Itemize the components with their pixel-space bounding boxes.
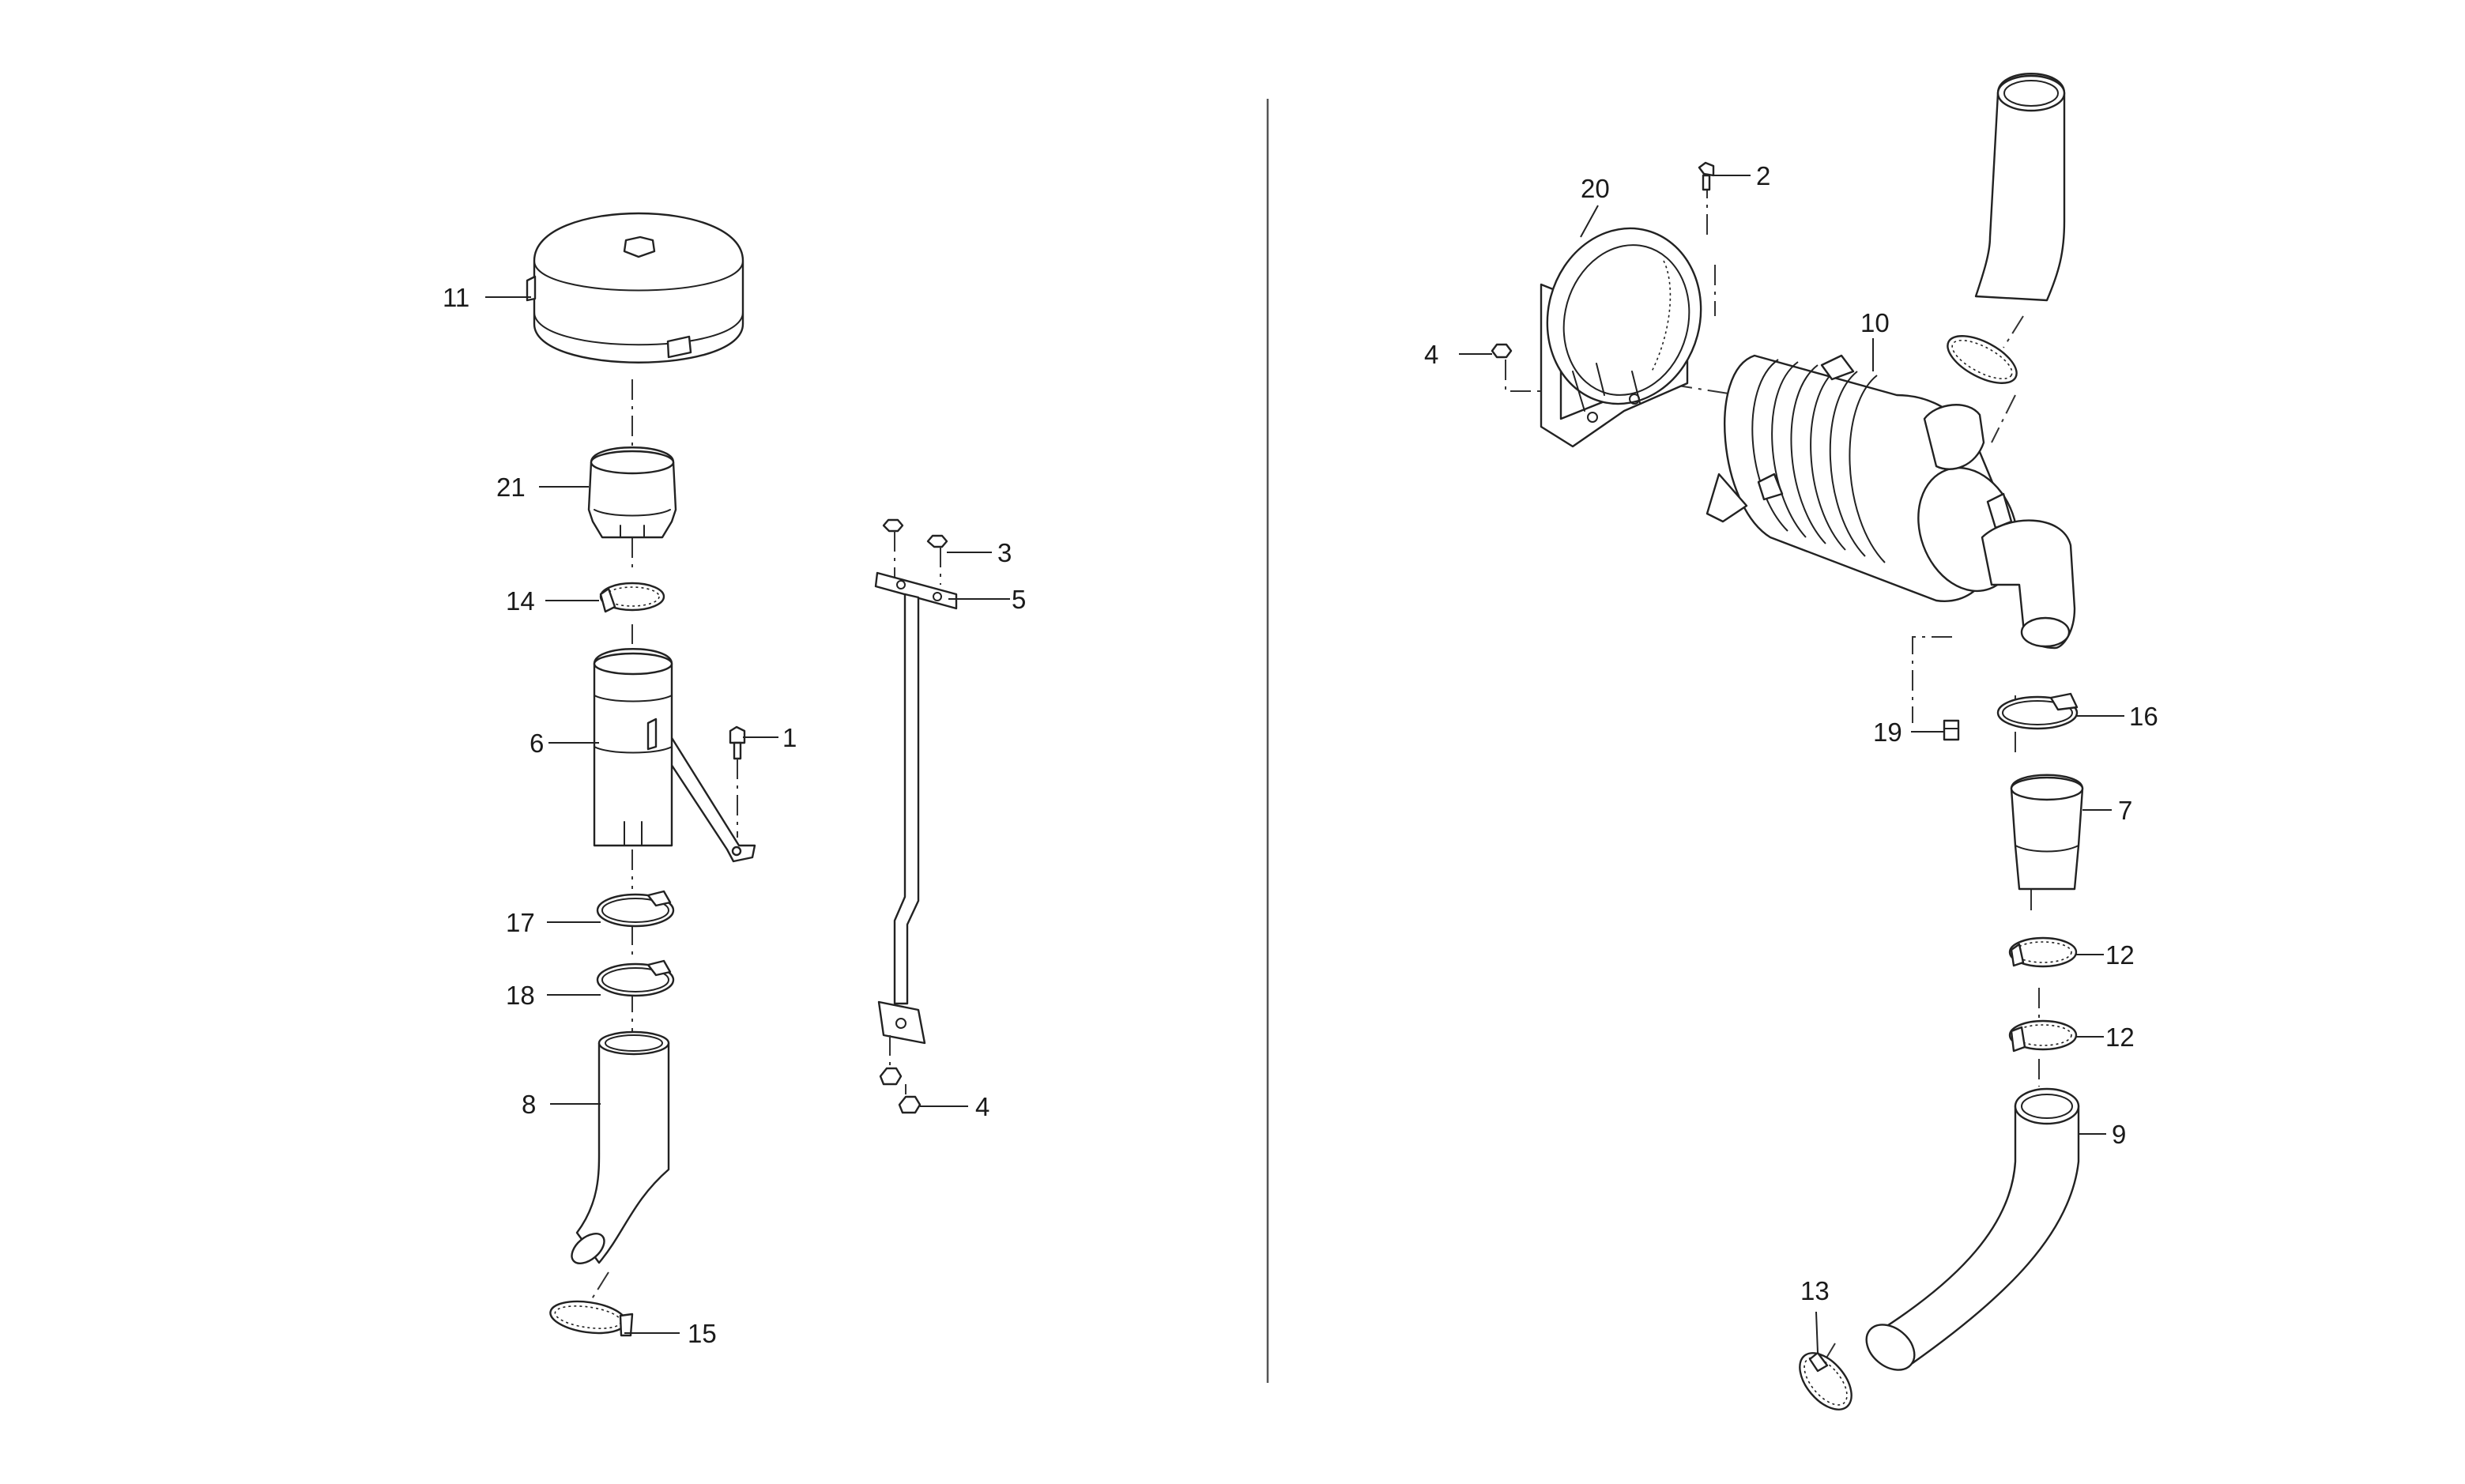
callout-14: 14 bbox=[506, 586, 535, 616]
callout-20: 20 bbox=[1581, 174, 1610, 203]
left-assembly bbox=[526, 212, 958, 1337]
clamp-13 bbox=[1799, 1351, 1853, 1411]
clamp-16 bbox=[1996, 692, 2079, 730]
leader-lines bbox=[485, 175, 2124, 1354]
callout-12-lower: 12 bbox=[2105, 1023, 2135, 1052]
reducer-sleeve-7 bbox=[2010, 774, 2084, 891]
callout-8: 8 bbox=[522, 1090, 536, 1119]
bolt-1 bbox=[729, 725, 746, 838]
left-center-axis bbox=[588, 379, 633, 1305]
precleaner-cap bbox=[526, 212, 744, 363]
callout-11: 11 bbox=[443, 283, 469, 312]
nut-4-right bbox=[1491, 343, 1513, 359]
clamp-14 bbox=[599, 582, 665, 613]
plug-19 bbox=[1943, 719, 1960, 741]
intake-tube-with-bracket bbox=[593, 648, 756, 863]
callout-6: 6 bbox=[530, 729, 544, 758]
mounting-bracket-band bbox=[1540, 227, 1702, 448]
callout-13: 13 bbox=[1800, 1276, 1830, 1305]
callout-1: 1 bbox=[782, 723, 797, 752]
callout-19: 19 bbox=[1873, 718, 1902, 747]
hose-9 bbox=[1865, 1087, 2080, 1371]
callout-9: 9 bbox=[2112, 1120, 2126, 1149]
hose-8 bbox=[571, 1030, 670, 1264]
air-filter-housing bbox=[1706, 354, 2076, 650]
clamp-12-lower bbox=[2008, 1019, 2078, 1053]
callout-5: 5 bbox=[1012, 585, 1026, 614]
callout-18: 18 bbox=[506, 981, 535, 1010]
callout-12-upper: 12 bbox=[2105, 940, 2135, 970]
support-rod bbox=[874, 518, 958, 1114]
callout-labels: 11 21 14 6 1 17 18 8 15 3 5 4 2 20 4 10 … bbox=[443, 161, 2158, 1348]
callout-3: 3 bbox=[997, 538, 1012, 567]
clamp-12-upper bbox=[2008, 936, 2078, 968]
adapter-sleeve bbox=[587, 446, 677, 539]
clamp-15 bbox=[549, 1300, 634, 1337]
clamp-18 bbox=[596, 959, 675, 997]
callout-2: 2 bbox=[1756, 161, 1770, 190]
callout-10: 10 bbox=[1860, 308, 1890, 337]
callout-16: 16 bbox=[2129, 702, 2158, 731]
callout-7: 7 bbox=[2118, 796, 2132, 825]
callout-15: 15 bbox=[688, 1319, 717, 1348]
outlet-hose-top bbox=[1974, 73, 2066, 302]
callout-21: 21 bbox=[496, 473, 526, 502]
callout-4-right: 4 bbox=[1424, 340, 1438, 369]
bolt-2 bbox=[1698, 161, 1715, 191]
right-assembly bbox=[1491, 73, 2084, 1411]
callout-17: 17 bbox=[506, 908, 535, 937]
clamp-17 bbox=[596, 890, 675, 928]
clamp-top-hose bbox=[1947, 335, 2018, 384]
callout-4-left: 4 bbox=[975, 1092, 989, 1121]
